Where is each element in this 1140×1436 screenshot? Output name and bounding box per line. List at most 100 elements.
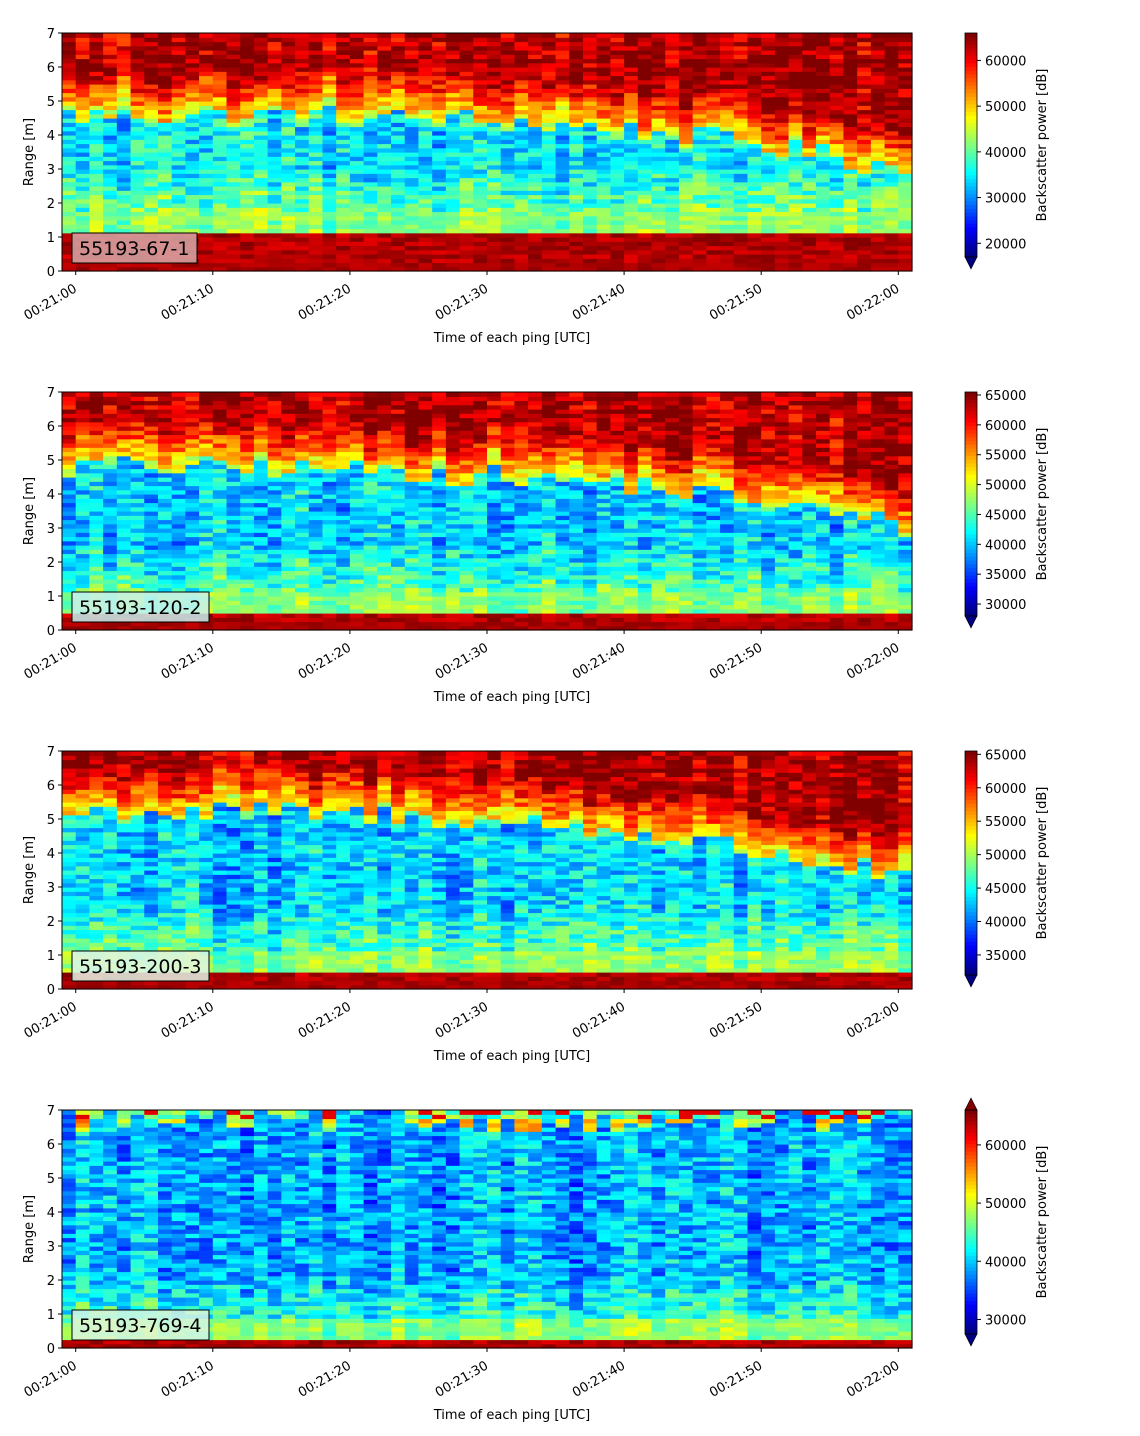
heatmap-cell (582, 109, 598, 115)
heatmap-cell (761, 75, 776, 81)
heatmap-cell (514, 224, 529, 230)
heatmap-cell (363, 498, 378, 504)
heatmap-cell (336, 45, 351, 51)
heatmap-cell (171, 468, 186, 474)
heatmap-cell (391, 396, 406, 402)
heatmap-cell (678, 96, 694, 102)
heatmap-cell (185, 139, 200, 145)
heatmap-cell (253, 481, 269, 487)
heatmap-cell (733, 33, 749, 38)
heatmap-cell (295, 506, 310, 512)
heatmap-cell (761, 62, 776, 68)
heatmap-cell (322, 413, 337, 419)
heatmap-cell (569, 181, 584, 187)
heatmap-cell (596, 126, 611, 132)
heatmap-cell (733, 130, 749, 136)
heatmap-cell (692, 130, 707, 136)
heatmap-cell (144, 566, 159, 572)
heatmap-cell (308, 557, 324, 563)
heatmap-cell (171, 557, 186, 563)
heatmap-cell (418, 169, 433, 174)
heatmap-cell (171, 41, 186, 47)
heatmap-cell (637, 228, 653, 234)
heatmap-cell (336, 553, 351, 559)
heatmap-cell (199, 135, 214, 140)
heatmap-cell (185, 75, 200, 81)
heatmap-cell (281, 266, 296, 272)
heatmap-cell (761, 249, 776, 255)
heatmap-cell (336, 557, 351, 563)
heatmap-cell (377, 232, 392, 238)
heatmap-cell (281, 430, 296, 436)
heatmap-cell (281, 215, 296, 221)
heatmap-cell (720, 152, 735, 157)
heatmap-cell (884, 54, 899, 60)
heatmap-cell (487, 41, 502, 47)
heatmap-cell (240, 579, 255, 584)
heatmap-cell (295, 617, 310, 623)
heatmap-cell (130, 215, 145, 221)
heatmap-cell (322, 92, 337, 98)
heatmap-cell (267, 604, 282, 610)
heatmap-cell (185, 45, 200, 51)
heatmap-cell (116, 532, 132, 538)
heatmap-cell (432, 147, 447, 153)
heatmap-cell (322, 135, 337, 140)
heatmap-cell (363, 101, 378, 106)
heatmap-cell (336, 443, 351, 448)
heatmap-cell (349, 143, 365, 149)
heatmap-cell (62, 613, 77, 618)
heatmap-cell (212, 460, 228, 465)
heatmap-cell (857, 169, 872, 174)
heatmap-cell (788, 237, 803, 242)
heatmap-cell (884, 266, 899, 272)
heatmap-cell (62, 549, 77, 555)
heatmap-cell (212, 430, 228, 436)
heatmap-cell (459, 237, 474, 242)
heatmap-cell (253, 190, 269, 196)
heatmap-cell (336, 262, 351, 268)
heatmap-cell (678, 88, 694, 94)
heatmap-cell (281, 447, 296, 453)
heatmap-cell (391, 262, 406, 268)
heatmap-cell (363, 50, 378, 55)
heatmap-cell (473, 37, 488, 43)
heatmap-cell (295, 101, 310, 106)
heatmap-cell (308, 41, 324, 47)
heatmap-cell (89, 532, 104, 538)
heatmap-cell (103, 173, 118, 179)
heatmap-cell (788, 198, 803, 204)
heatmap-cell (157, 434, 173, 440)
heatmap-cell (706, 173, 721, 179)
heatmap-cell (377, 169, 392, 174)
heatmap-cell (240, 122, 255, 128)
heatmap-cell (678, 101, 694, 106)
heatmap-cell (226, 511, 241, 516)
heatmap-cell (212, 101, 228, 106)
heatmap-cell (637, 84, 653, 89)
heatmap-cell (295, 215, 310, 221)
heatmap-cell (253, 464, 269, 470)
heatmap-cell (898, 147, 913, 153)
heatmap-cell (418, 105, 433, 111)
heatmap-cell (473, 109, 488, 115)
heatmap-cell (569, 58, 584, 64)
heatmap-cell (774, 228, 790, 234)
heatmap-cell (89, 464, 104, 470)
heatmap-cell (267, 396, 282, 402)
heatmap-cell (157, 54, 173, 60)
heatmap-cell (377, 101, 392, 106)
heatmap-cell (802, 75, 817, 81)
heatmap-cell (637, 101, 653, 106)
heatmap-cell (62, 258, 77, 264)
heatmap-cell (295, 190, 310, 196)
heatmap-cell (349, 464, 365, 470)
heatmap-cell (377, 413, 392, 419)
colorbar-segment (965, 249, 977, 254)
heatmap-cell (418, 228, 433, 234)
heatmap-cell (89, 215, 104, 221)
heatmap-cell (308, 262, 324, 268)
heatmap-cell (500, 152, 516, 157)
heatmap-cell (637, 266, 653, 272)
heatmap-cell (171, 481, 186, 487)
